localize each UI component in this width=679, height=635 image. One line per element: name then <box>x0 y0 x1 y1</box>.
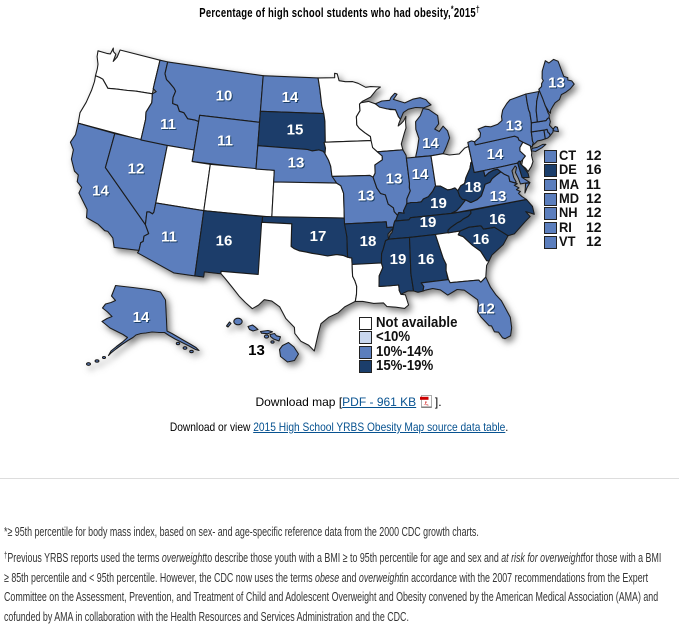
svg-text:14: 14 <box>282 89 299 106</box>
svg-text:10: 10 <box>217 89 234 106</box>
svg-text:16: 16 <box>419 252 436 269</box>
svg-text:11: 11 <box>161 117 177 134</box>
svg-text:14: 14 <box>92 183 109 200</box>
svg-text:19: 19 <box>430 195 447 212</box>
svg-text:13: 13 <box>387 172 404 189</box>
svg-text:13: 13 <box>358 188 375 205</box>
svg-text:11: 11 <box>162 230 178 247</box>
svg-text:16: 16 <box>216 233 233 250</box>
svg-text:12: 12 <box>479 302 496 319</box>
svg-text:19: 19 <box>420 214 437 231</box>
svg-text:16: 16 <box>418 251 435 268</box>
svg-text:15: 15 <box>288 123 305 140</box>
svg-text:17: 17 <box>310 228 327 245</box>
svg-text:14: 14 <box>413 167 430 184</box>
svg-text:16: 16 <box>474 232 491 249</box>
svg-text:14: 14 <box>93 184 110 201</box>
svg-text:13: 13 <box>248 342 265 359</box>
svg-text:13: 13 <box>288 155 305 172</box>
svg-text:18: 18 <box>466 180 483 197</box>
svg-text:13: 13 <box>359 189 376 206</box>
svg-text:14: 14 <box>412 166 429 183</box>
svg-text:18: 18 <box>360 233 377 250</box>
svg-text:10: 10 <box>216 88 233 105</box>
svg-text:12: 12 <box>478 301 495 318</box>
svg-text:13: 13 <box>506 118 523 135</box>
svg-text:12: 12 <box>129 162 146 179</box>
svg-text:11: 11 <box>161 229 177 246</box>
svg-text:13: 13 <box>491 189 508 206</box>
svg-text:14: 14 <box>133 309 150 326</box>
svg-text:13: 13 <box>490 188 507 205</box>
svg-text:19: 19 <box>391 252 408 269</box>
svg-text:17: 17 <box>311 229 328 246</box>
svg-text:19: 19 <box>421 215 438 232</box>
svg-text:14: 14 <box>283 90 300 107</box>
svg-text:16: 16 <box>490 212 507 229</box>
svg-text:13: 13 <box>289 156 306 173</box>
svg-text:11: 11 <box>160 116 176 133</box>
svg-text:11: 11 <box>218 134 234 151</box>
svg-text:16: 16 <box>489 211 506 228</box>
svg-text:13: 13 <box>548 75 565 92</box>
svg-text:19: 19 <box>431 196 448 213</box>
svg-text:11: 11 <box>217 133 233 150</box>
svg-text:16: 16 <box>473 231 490 248</box>
svg-text:18: 18 <box>465 179 482 196</box>
svg-text:14: 14 <box>423 136 440 153</box>
svg-text:13: 13 <box>507 119 524 136</box>
svg-text:13: 13 <box>386 171 403 188</box>
svg-text:15: 15 <box>287 122 304 139</box>
svg-text:14: 14 <box>488 147 505 164</box>
svg-text:19: 19 <box>390 251 407 268</box>
svg-text:14: 14 <box>134 310 151 327</box>
svg-text:13: 13 <box>549 76 566 93</box>
svg-text:16: 16 <box>217 234 234 251</box>
svg-text:14: 14 <box>487 146 504 163</box>
svg-text:18: 18 <box>361 234 378 251</box>
svg-text:12: 12 <box>128 161 145 178</box>
svg-text:14: 14 <box>422 135 439 152</box>
